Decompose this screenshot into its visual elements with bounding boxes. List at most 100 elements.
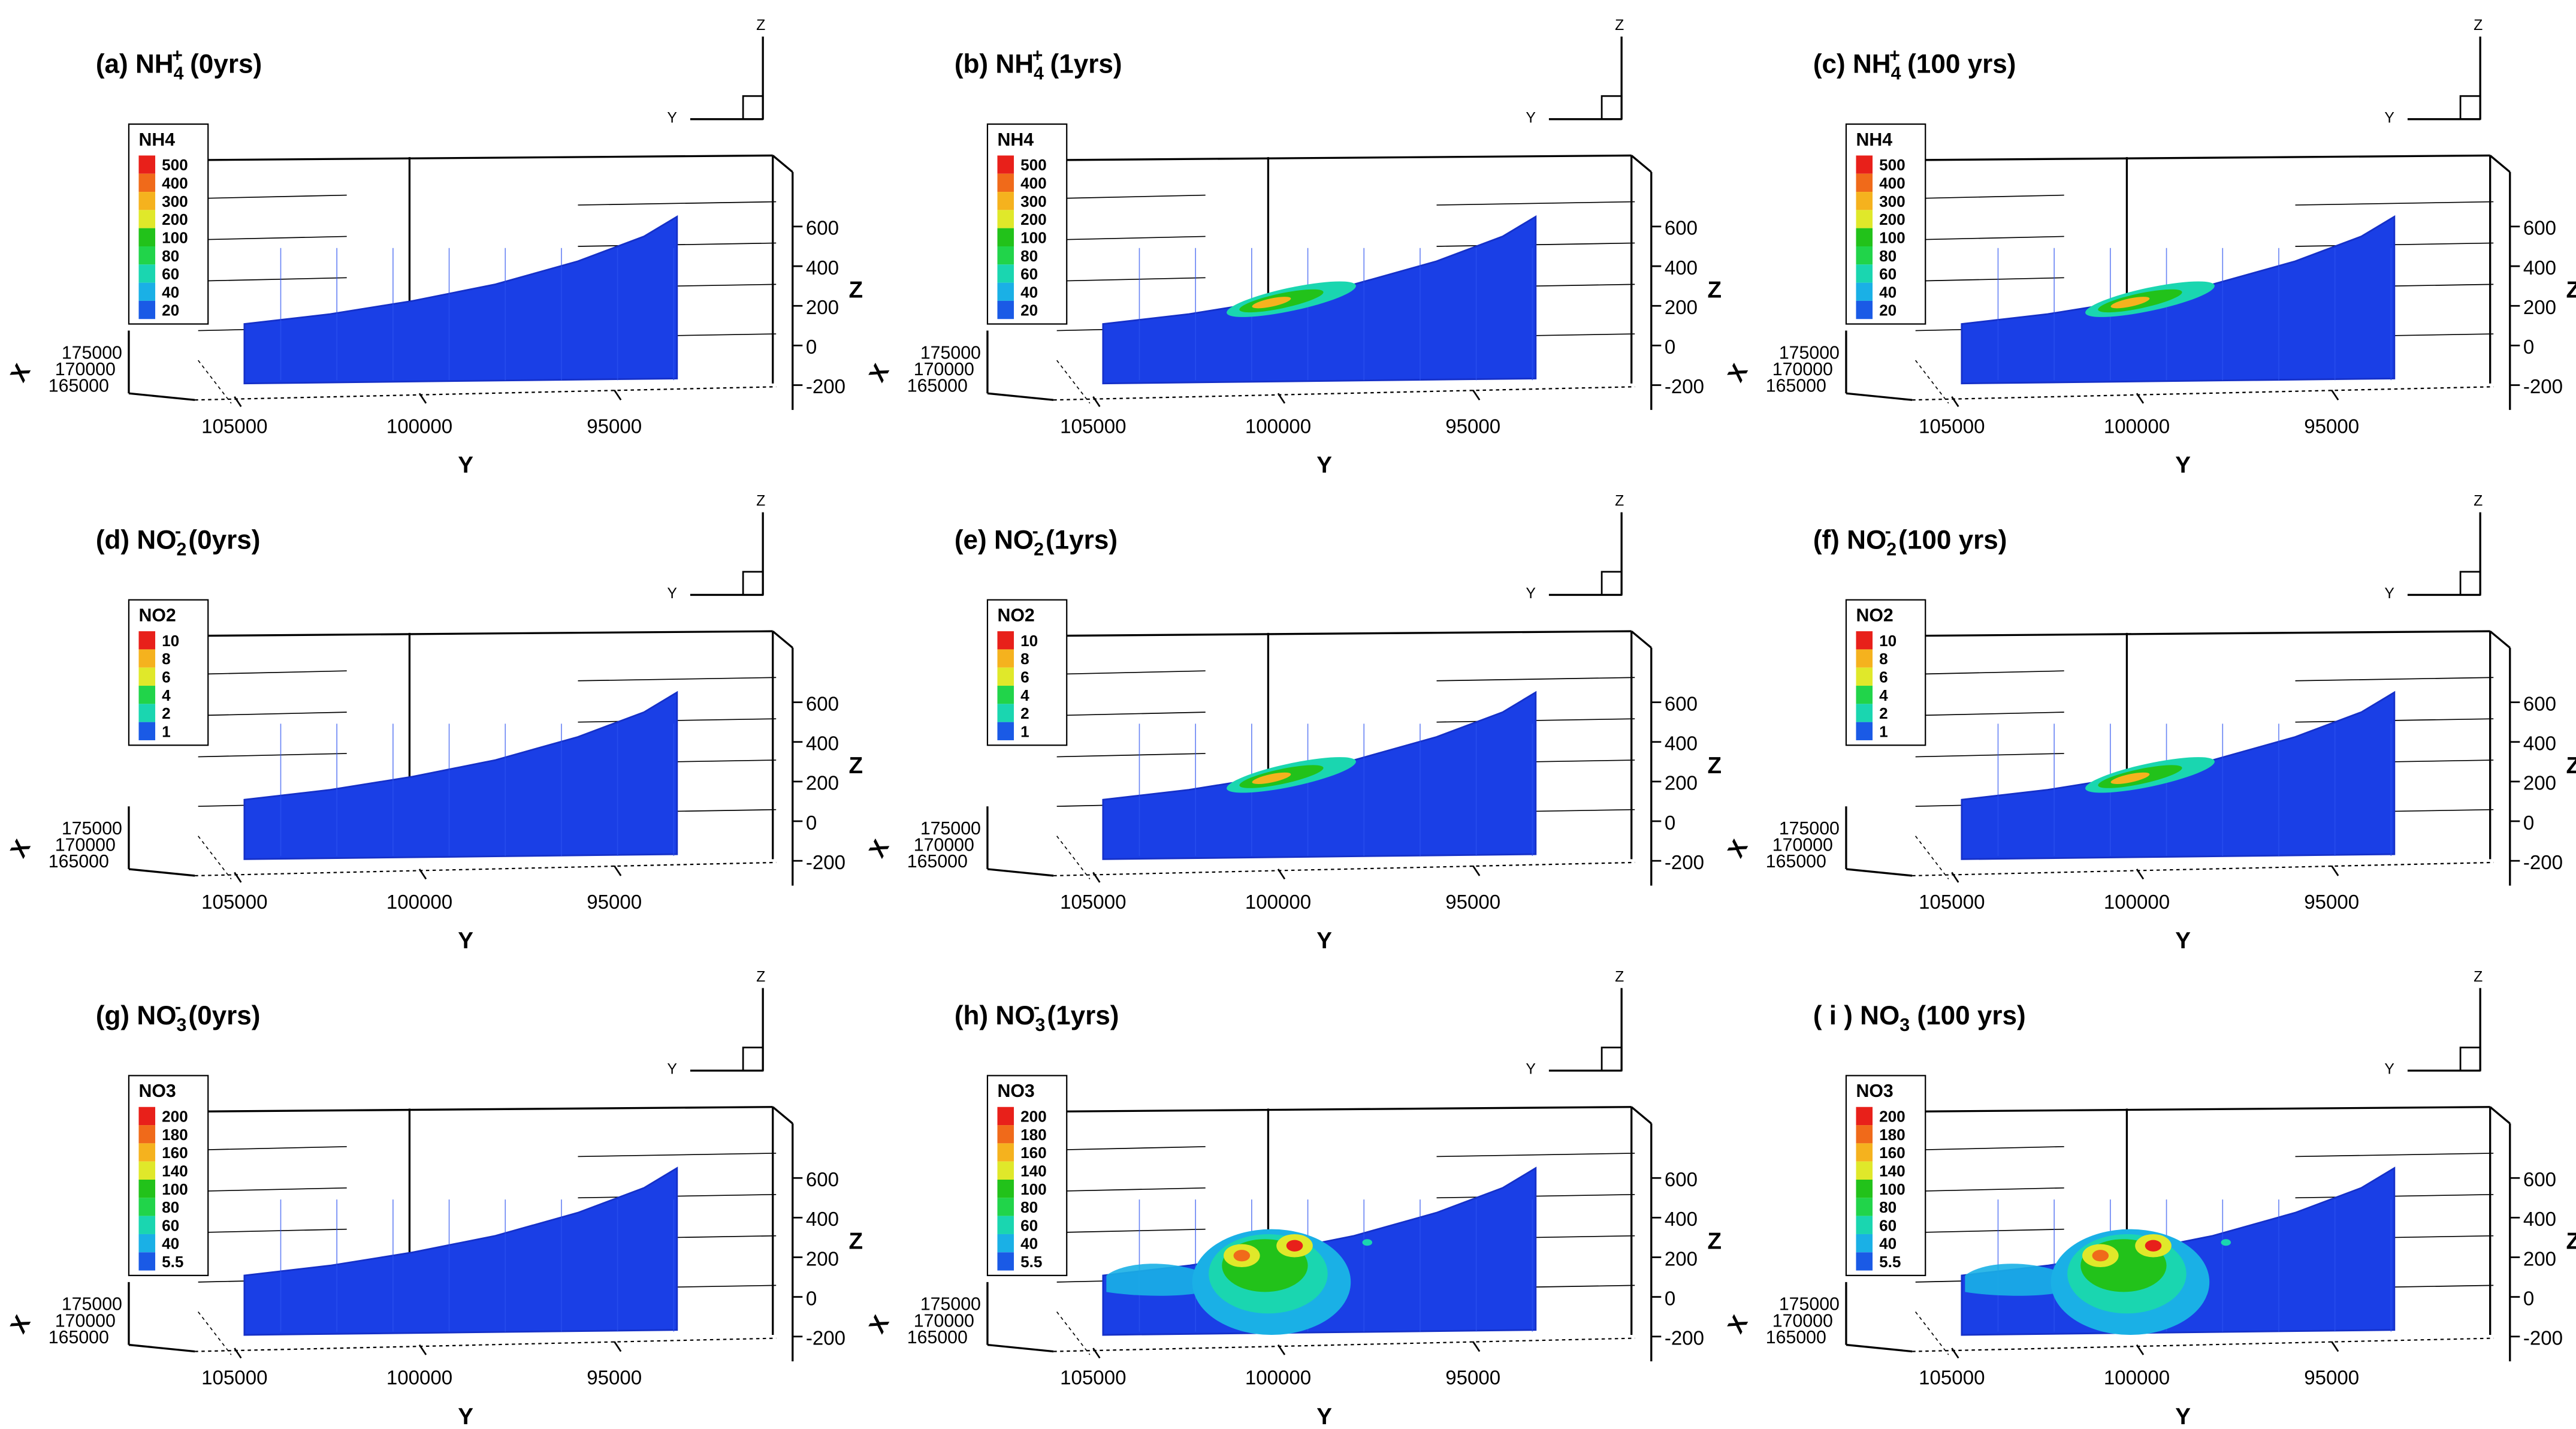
z-tick-label: 200 <box>2523 1248 2556 1270</box>
legend-swatch <box>997 1143 1014 1162</box>
panel-title: (g) NO3- (0yrs) <box>96 997 261 1035</box>
y-tick <box>1277 393 1286 404</box>
panel-title: (c) NH4+ (100 yrs) <box>1813 46 2016 83</box>
frame-top-right-edge <box>772 630 793 649</box>
legend-swatch <box>138 300 156 319</box>
legend-title: NO3 <box>997 1081 1034 1101</box>
orientation-triad: ZY <box>2384 17 2483 126</box>
y-tick-label: 105000 <box>1919 1367 1985 1389</box>
grid-line <box>1056 1187 1206 1192</box>
triad-y-label: Y <box>667 1062 677 1078</box>
legend-swatch <box>997 686 1014 704</box>
legend-title: NO2 <box>997 606 1034 626</box>
legend-swatch <box>997 1234 1014 1253</box>
frame-baseline <box>1053 1337 1635 1352</box>
triad-z-label: Z <box>1615 17 1624 34</box>
x-tick-label: 175000 <box>62 343 122 363</box>
y-axis: 105000 100000 95000 Y <box>201 389 642 478</box>
frame-top-edge <box>1866 154 2490 162</box>
z-tick-label: 600 <box>1665 218 1698 240</box>
z-tick-label: 600 <box>2523 1169 2556 1191</box>
frame-top-edge <box>149 630 773 638</box>
legend-level-label: 80 <box>1020 1198 1038 1216</box>
grid-line <box>1915 670 2064 675</box>
legend-level-label: 60 <box>162 1216 179 1234</box>
frame-diagonal <box>198 836 232 879</box>
y-tick <box>1951 396 1959 408</box>
legend-level-label: 100 <box>1020 1180 1047 1198</box>
legend-level-label: 8 <box>1020 650 1029 668</box>
legend-level-label: 1 <box>162 722 171 740</box>
model-domain <box>243 215 678 385</box>
legend-level-label: 200 <box>1020 210 1047 228</box>
x-tick-label: 170000 <box>1772 1311 1833 1331</box>
legend-swatch <box>997 667 1014 686</box>
z-tick-label: 0 <box>2523 1288 2534 1310</box>
z-tick-label: 400 <box>2523 257 2556 279</box>
orientation-triad: ZY <box>2384 969 2483 1077</box>
plume-core-1 <box>1233 1250 1251 1262</box>
legend-swatch <box>138 649 156 668</box>
triad-box <box>742 1047 764 1072</box>
panel-g: (g) NO3- (0yrs)ZYNO320018016014010080604… <box>5 969 863 1429</box>
y-tick-label: 95000 <box>1445 1367 1500 1389</box>
legend-swatch <box>997 192 1014 210</box>
legend-title: NO3 <box>138 1081 176 1101</box>
z-axis-title: Z <box>1707 753 1722 779</box>
legend-swatch <box>1856 1234 1873 1253</box>
triad-box <box>742 571 764 596</box>
panel-a: (a) NH4+ (0yrs)ZYNH450040030020010080604… <box>5 17 863 478</box>
legend-level-label: 4 <box>1020 686 1029 704</box>
legend-level-label: 100 <box>162 228 188 246</box>
frame-front-left-edge <box>987 1343 1054 1353</box>
grid-line <box>1915 1146 2064 1151</box>
legend-level-label: 1 <box>1020 722 1029 740</box>
triad-box <box>742 95 764 120</box>
frame-top-right-edge <box>2489 630 2511 649</box>
y-tick <box>2330 389 2339 401</box>
legend-swatch <box>1856 155 1873 174</box>
legend-level-label: 1 <box>1879 722 1888 740</box>
legend-swatch <box>138 1252 156 1271</box>
z-axis-title: Z <box>2566 1229 2576 1255</box>
plume-group <box>1106 1229 1373 1335</box>
y-tick-label: 100000 <box>2104 415 2170 438</box>
legend-swatch <box>1856 1216 1873 1234</box>
triad-y-label: Y <box>2384 586 2394 602</box>
axes-frame <box>986 154 1653 410</box>
z-axis: 600 400 200 0 -200 Z <box>1651 1169 1722 1350</box>
y-axis: 105000 100000 95000 Y <box>1060 1341 1500 1429</box>
frame-top-edge <box>1007 154 1632 162</box>
grid-line <box>198 753 347 758</box>
frame-top-right-edge <box>1630 1106 1652 1124</box>
frame-baseline <box>1912 386 2494 401</box>
triad-z-label: Z <box>1615 969 1624 985</box>
z-axis-title: Z <box>1707 1229 1722 1255</box>
legend-swatch <box>1856 631 1873 650</box>
y-tick <box>1472 1341 1481 1352</box>
x-tick-label: 165000 <box>1766 1328 1826 1347</box>
legend-level-label: 20 <box>1879 302 1896 319</box>
z-tick-label: 600 <box>2523 218 2556 240</box>
grid-line <box>198 194 347 199</box>
x-tick-label: 165000 <box>49 1328 109 1347</box>
legend-swatch <box>1856 264 1873 283</box>
grid-line <box>1436 677 1635 682</box>
z-axis: 600 400 200 0 -200 Z <box>792 1169 863 1350</box>
axes-frame <box>1845 1106 2511 1362</box>
frame-front-left-edge <box>128 392 195 401</box>
z-tick-label: 0 <box>806 812 817 834</box>
frame-diagonal <box>1915 360 1949 404</box>
plume-core <box>1252 297 1291 309</box>
legend-level-label: 60 <box>1879 265 1896 283</box>
z-tick-label: 200 <box>1665 297 1698 319</box>
legend-level-label: 5.5 <box>162 1253 183 1271</box>
legend-level-label: 160 <box>1879 1144 1905 1162</box>
x-tick-label: 175000 <box>1779 1295 1840 1315</box>
frame-baseline <box>1053 861 1635 877</box>
legend-swatch <box>138 1143 156 1162</box>
